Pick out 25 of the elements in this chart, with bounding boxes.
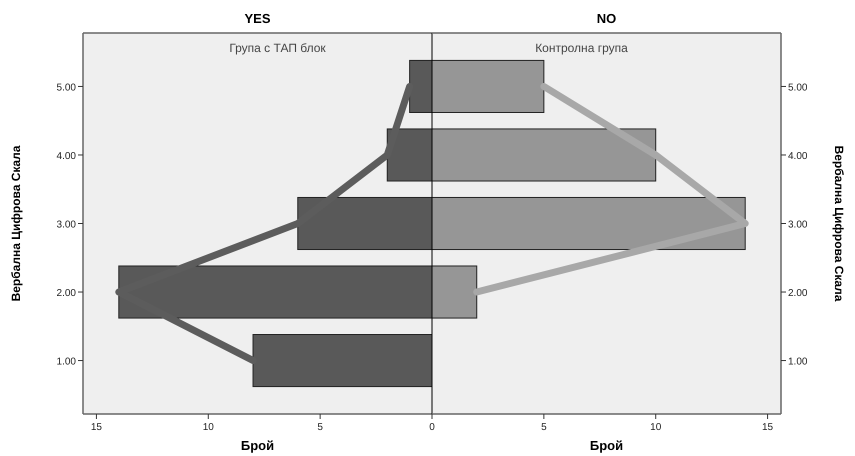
y-tick-label: 1.00 [788, 356, 808, 368]
y-tick-label: 3.00 [788, 220, 808, 230]
y-tick-label: 2.00 [788, 288, 808, 300]
x-tick-label: 10 [202, 422, 214, 433]
x-tick-label: 0 [429, 422, 436, 433]
y-tick-label: 5.00 [788, 82, 808, 94]
x-tick-label: 15 [90, 422, 102, 433]
x-axis-title: Брой [240, 438, 274, 453]
annotation: Група с ТАП блок [229, 41, 326, 55]
x-tick-label: 10 [650, 422, 662, 433]
annotation: Контролна група [535, 41, 628, 55]
y-tick-label: 4.00 [788, 150, 808, 162]
y-axis-title: Вербална Цифрова Скала [9, 145, 23, 302]
x-tick-label: 5 [317, 422, 324, 433]
y-tick-label: 1.00 [56, 356, 76, 368]
x-tick-label: 5 [541, 422, 548, 433]
y-tick-label: 5.00 [56, 82, 76, 94]
x-tick-label: 15 [762, 422, 774, 433]
chart-title: NO [596, 11, 616, 26]
y-tick-label: 2.00 [56, 288, 76, 300]
x-axis-title: Брой [590, 438, 624, 453]
y-tick-label: 3.00 [56, 220, 76, 230]
chart-title: YES [244, 11, 271, 26]
y-axis-title: Вербална Цифрова Скала [832, 146, 846, 302]
y-tick-label: 4.00 [56, 150, 76, 162]
